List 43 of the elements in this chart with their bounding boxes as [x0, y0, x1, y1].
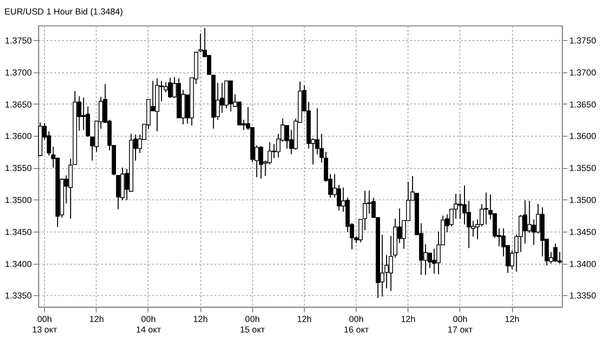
x-tick-label: 12h	[504, 314, 520, 324]
y-tick-label: 1.3400	[4, 258, 32, 269]
y-tick-label: 1.3450	[4, 226, 32, 237]
y-tick-label: 1.3600	[4, 131, 32, 142]
candlestick	[228, 80, 233, 112]
x-tick-label: 00h 17 окт	[448, 314, 473, 335]
chart-title: EUR/USD 1 Hour Bid (1.3484)	[4, 6, 124, 17]
y2-tick-label: 1.3750	[569, 35, 596, 46]
candlestick	[116, 174, 120, 210]
y2-tick-label: 1.3550	[569, 163, 596, 174]
candlestick	[462, 185, 467, 225]
candlestick	[358, 218, 363, 243]
x-tick-label: 00h 13 окт	[32, 314, 58, 335]
y-tick-label: 1.3500	[4, 195, 32, 206]
candlestick	[198, 33, 203, 53]
candlestick	[384, 254, 389, 289]
candlestick	[258, 146, 264, 180]
x-tick-label: 12h	[400, 314, 416, 324]
x-tick-label: 12h	[193, 314, 208, 324]
candlestick	[362, 190, 368, 231]
y-tick-label: 1.3700	[4, 67, 32, 78]
y-tick-label: 1.3550	[4, 163, 32, 174]
y2-tick-label: 1.3500	[569, 195, 596, 206]
x-tick-label: 12h	[297, 314, 312, 324]
y2-tick-label: 1.3400	[569, 258, 596, 269]
candlestick	[120, 167, 125, 201]
y2-tick-label: 1.3350	[569, 290, 596, 301]
y2-tick-label: 1.3700	[569, 67, 596, 78]
x-tick-label: 00h 16 окт	[344, 314, 369, 335]
x-tick-label: 00h 14 окт	[136, 314, 162, 335]
y-tick-label: 1.3750	[4, 35, 32, 46]
y-tick-label: 1.3650	[4, 99, 32, 110]
candlestick	[284, 125, 290, 150]
y-tick-label: 1.3350	[4, 290, 32, 301]
candlestick	[527, 200, 532, 234]
candlestick	[220, 82, 224, 114]
y2-tick-label: 1.3450	[569, 226, 596, 237]
candlestick	[336, 184, 342, 211]
x-tick-label: 00h 15 окт	[240, 314, 265, 335]
x-tick-label: 12h	[89, 314, 104, 324]
candlestick	[553, 243, 558, 263]
y2-tick-label: 1.3600	[569, 131, 596, 142]
y2-tick-label: 1.3650	[569, 99, 596, 110]
